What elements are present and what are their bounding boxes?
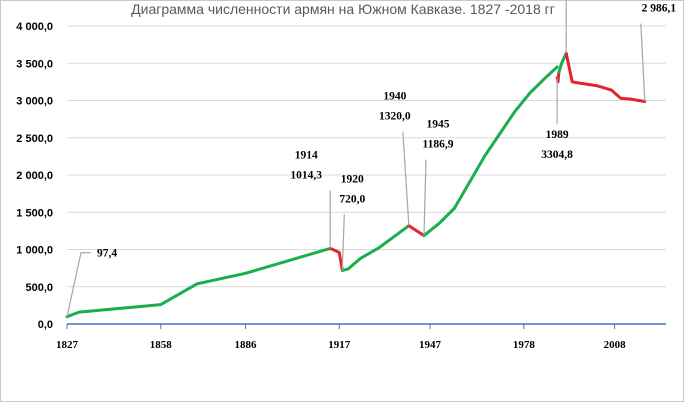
data-label-value: 1014,3 [290, 169, 322, 181]
series-segment-7 [557, 51, 568, 74]
data-label-year: 1914 [295, 149, 318, 161]
annotation-labels: 1914 1014,3 1920 720,0 1940 1320,0 1945 1186,9 1… [97, 3, 677, 260]
data-label-value: 2 986,1 [642, 3, 677, 15]
data-label-value: 1320,0 [379, 111, 411, 123]
leader-line [423, 159, 427, 236]
y-tick-label: 3 500,0 [16, 58, 53, 70]
series-segment-5 [422, 65, 559, 238]
y-tick-label: 2 000,0 [16, 170, 53, 182]
leader-line [402, 131, 410, 226]
x-tick-label: 1917 [328, 339, 351, 351]
y-tick-label: 500,0 [25, 282, 53, 294]
y-tick-label: 4 000,0 [16, 21, 53, 33]
x-tick-label: 1947 [419, 339, 442, 351]
y-tick-label: 1 500,0 [16, 207, 53, 219]
x-tick-label: 1886 [234, 339, 257, 351]
series-segment-3 [340, 224, 411, 272]
data-label-value: 3304,8 [541, 149, 573, 161]
grid-lines [67, 25, 666, 288]
leader-line [66, 252, 91, 317]
x-axis: 1827 1858 1886 1917 1947 1978 2008 [56, 323, 666, 351]
y-axis-ticks: 0,0 500,0 1 000,0 1 500,0 2 000,0 2 500,0 3 00… [16, 21, 53, 331]
data-label-value: 720,0 [339, 193, 365, 205]
leader-line [640, 23, 646, 102]
data-label-value: 97,4 [97, 248, 117, 260]
chart-title: Диаграмма численности армян на Южном Кав… [131, 1, 555, 17]
series-segment-4 [407, 224, 426, 238]
x-tick-label: 1827 [56, 339, 79, 351]
leader-line [341, 214, 345, 271]
annotation-leaders [66, 0, 646, 317]
series-lines [65, 51, 647, 319]
x-tick-label: 1978 [513, 339, 536, 351]
data-label-year: 1920 [341, 173, 364, 185]
data-label-year: 1945 [426, 119, 449, 131]
y-tick-label: 2 500,0 [16, 133, 53, 145]
series-segment-2 [328, 246, 344, 272]
series-segment-1 [65, 246, 332, 319]
data-label-year: 1940 [383, 91, 406, 103]
y-tick-label: 3 000,0 [16, 96, 53, 108]
y-tick-label: 0,0 [38, 319, 53, 331]
data-label-year: 1989 [546, 129, 569, 141]
x-tick-label: 1858 [150, 339, 173, 351]
data-label-value: 1186,9 [422, 139, 453, 151]
y-tick-label: 1 000,0 [16, 245, 53, 257]
x-tick-label: 2008 [604, 339, 627, 351]
series-segment-8 [564, 51, 647, 103]
